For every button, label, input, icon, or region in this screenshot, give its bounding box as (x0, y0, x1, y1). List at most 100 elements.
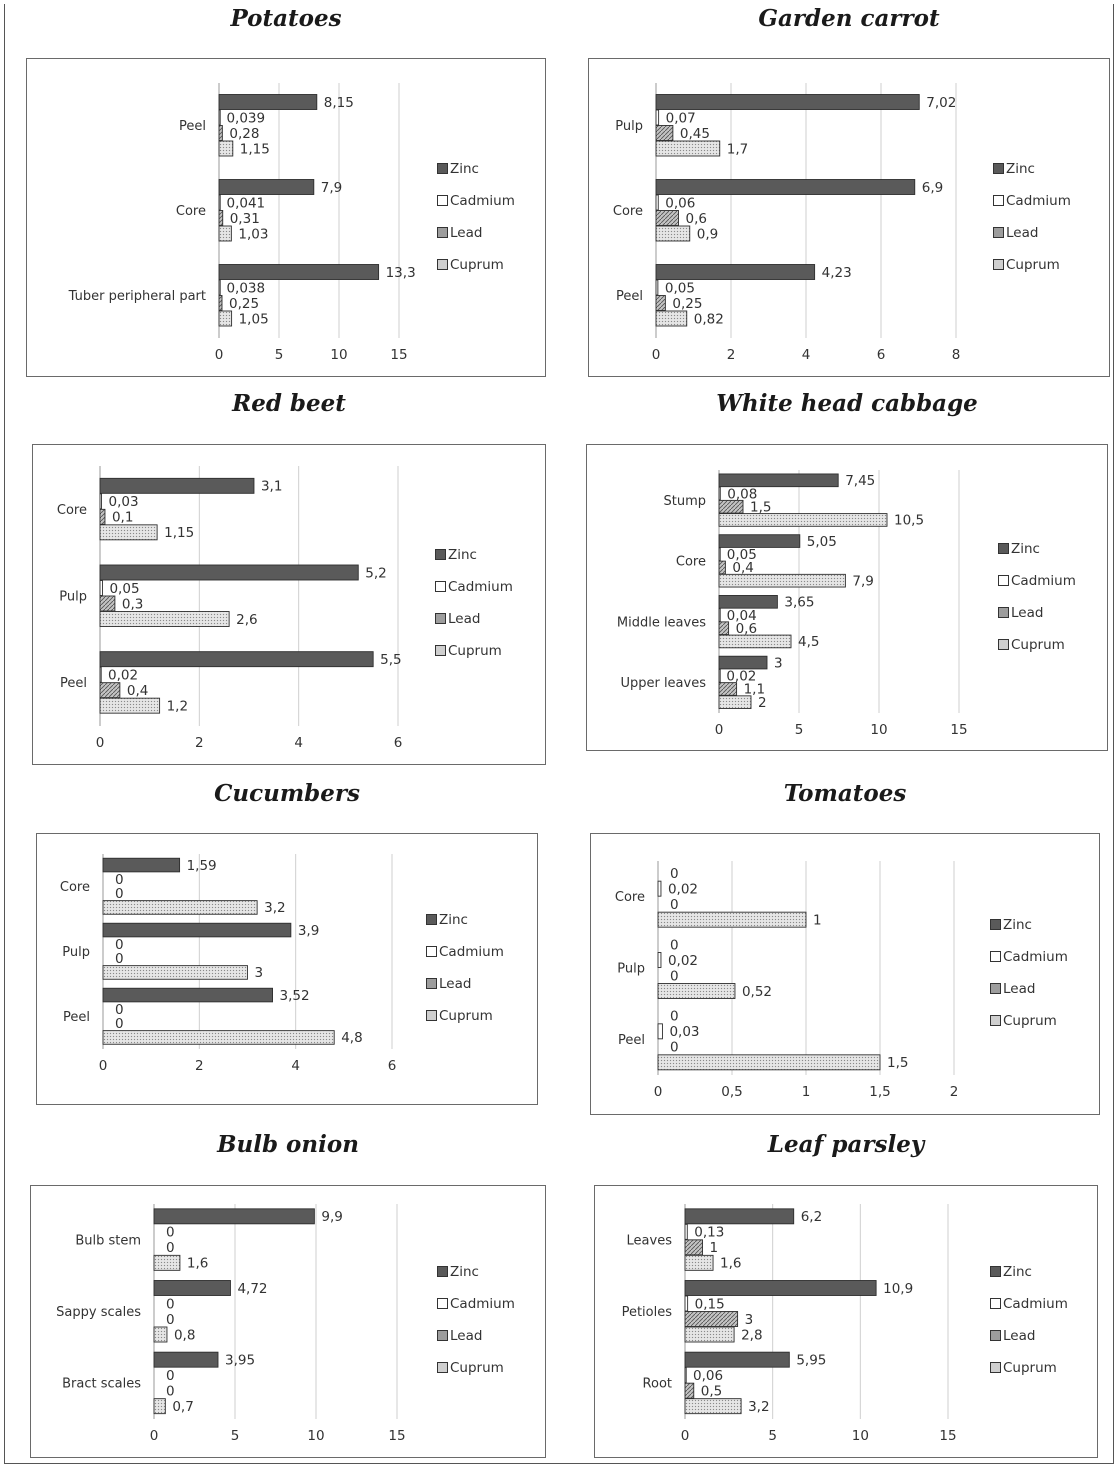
bar-cadmium (657, 1023, 663, 1040)
legend-label: Cadmium (1011, 573, 1076, 589)
data-label-lead: 0,6 (686, 211, 707, 227)
legend-swatch (437, 226, 448, 238)
data-label-cadmium: 0 (166, 1225, 175, 1241)
legend-swatch (993, 162, 1004, 174)
x-tick-label: 5 (768, 1428, 777, 1444)
data-label-zinc: 5,5 (380, 652, 401, 668)
data-label-lead: 0,1 (112, 510, 133, 526)
legend-item: Lead (435, 610, 480, 628)
category-label: Root (643, 1377, 672, 1392)
legend-item: Lead (437, 1327, 482, 1345)
legend-swatch (437, 1297, 448, 1309)
x-tick-label: 15 (939, 1428, 956, 1444)
x-tick-label: 10 (852, 1428, 869, 1444)
data-label-lead: 0,28 (229, 126, 259, 142)
data-label-lead: 0 (670, 1040, 679, 1056)
bar-lead (718, 560, 726, 575)
bar-cuprum (99, 524, 158, 541)
bar-cuprum (684, 1326, 735, 1343)
data-label-cuprum: 1,5 (887, 1055, 908, 1071)
legend-swatch (998, 638, 1009, 650)
legend-swatch (435, 548, 446, 560)
bar-cadmium (655, 194, 659, 211)
data-label-zinc: 0 (670, 937, 679, 953)
data-label-cadmium: 0,07 (666, 110, 696, 126)
data-label-zinc: 3,52 (280, 988, 310, 1004)
bar-zinc (99, 564, 359, 581)
bar-zinc (684, 1280, 877, 1296)
x-tick-label: 5 (795, 722, 804, 738)
legend-label: Cuprum (1003, 1360, 1057, 1376)
bar-cuprum (657, 911, 807, 928)
bar-cuprum (684, 1254, 714, 1271)
legend-label: Cadmium (1006, 193, 1071, 209)
bar-zinc (102, 922, 292, 938)
category-label: Pulp (615, 119, 643, 134)
bar-cuprum (99, 697, 161, 714)
bar-lead (684, 1311, 739, 1327)
legend-item: Cadmium (437, 192, 515, 210)
category-label: Bulb stem (75, 1233, 141, 1248)
legend-item: Zinc (437, 1263, 479, 1281)
chart-title-cucumbers: Cucumbers (214, 780, 360, 807)
data-label-lead: 0,45 (680, 126, 710, 142)
legend-swatch (990, 1265, 1001, 1277)
chart-panel-red-beet: 0 2 4 6 Core 3,1 0,03 0,1 1,15 Pulp 5,2 0,05 0,3 2,6 P… (32, 444, 546, 765)
bar-cadmium (718, 486, 721, 501)
category-label: Peel (618, 1033, 645, 1048)
category-label: Pulp (62, 945, 90, 960)
data-label-cuprum: 0,52 (742, 984, 772, 1000)
data-label-zinc: 8,15 (324, 95, 354, 111)
legend-label: Zinc (1011, 541, 1040, 557)
legend-swatch (437, 194, 448, 206)
legend-item: Cuprum (990, 1012, 1057, 1030)
x-tick-label: 0 (99, 1058, 108, 1074)
bar-cuprum (102, 900, 258, 915)
data-label-zinc: 3,1 (261, 479, 282, 495)
bar-cuprum (218, 140, 234, 157)
bar-lead (218, 210, 224, 226)
data-label-cuprum: 2,6 (236, 612, 257, 628)
data-label-zinc: 4,72 (237, 1281, 267, 1297)
category-label: Peel (63, 1010, 90, 1025)
legend-label: Lead (448, 611, 481, 627)
data-label-cuprum: 1,7 (727, 141, 748, 157)
x-tick-label: 0 (96, 735, 105, 751)
legend-label: Zinc (1003, 1264, 1032, 1280)
bar-lead (684, 1239, 703, 1256)
legend-label: Cadmium (448, 579, 513, 595)
data-label-cuprum: 2 (758, 695, 767, 711)
legend-item: Cuprum (426, 1007, 493, 1025)
bar-cuprum (99, 611, 230, 627)
category-label: Core (613, 204, 643, 219)
bar-cadmium (99, 493, 102, 510)
bar-cadmium (657, 880, 662, 897)
bar-cuprum (218, 225, 232, 242)
legend-label: Zinc (1006, 161, 1035, 177)
legend-item: Lead (990, 1327, 1035, 1345)
data-label-cuprum: 4,8 (341, 1030, 362, 1046)
legend-swatch (990, 1361, 1001, 1373)
data-label-cuprum: 0,9 (697, 226, 718, 242)
legend-label: Cadmium (450, 1296, 515, 1312)
x-tick-label: 0,5 (721, 1084, 742, 1100)
bar-cadmium (684, 1367, 687, 1384)
legend-item: Lead (993, 224, 1038, 242)
legend-label: Lead (1006, 225, 1039, 241)
legend-swatch (426, 945, 437, 957)
category-label: Peel (60, 676, 87, 691)
data-label-cuprum: 1,03 (238, 226, 268, 242)
data-label-cadmium: 0,15 (695, 1296, 725, 1312)
legend-item: Cadmium (437, 1295, 515, 1313)
legend-label: Zinc (450, 161, 479, 177)
bar-lead (655, 210, 679, 226)
category-label: Core (57, 503, 87, 518)
chart-title-bulb-onion: Bulb onion (217, 1131, 359, 1158)
legend-swatch (437, 1265, 448, 1277)
data-label-lead: 0,25 (229, 296, 259, 312)
chart-title-red-beet: Red beet (232, 390, 346, 417)
data-label-cuprum: 4,5 (798, 634, 819, 650)
x-tick-label: 15 (950, 722, 967, 738)
x-tick-label: 4 (802, 347, 811, 363)
legend-swatch (998, 574, 1009, 586)
